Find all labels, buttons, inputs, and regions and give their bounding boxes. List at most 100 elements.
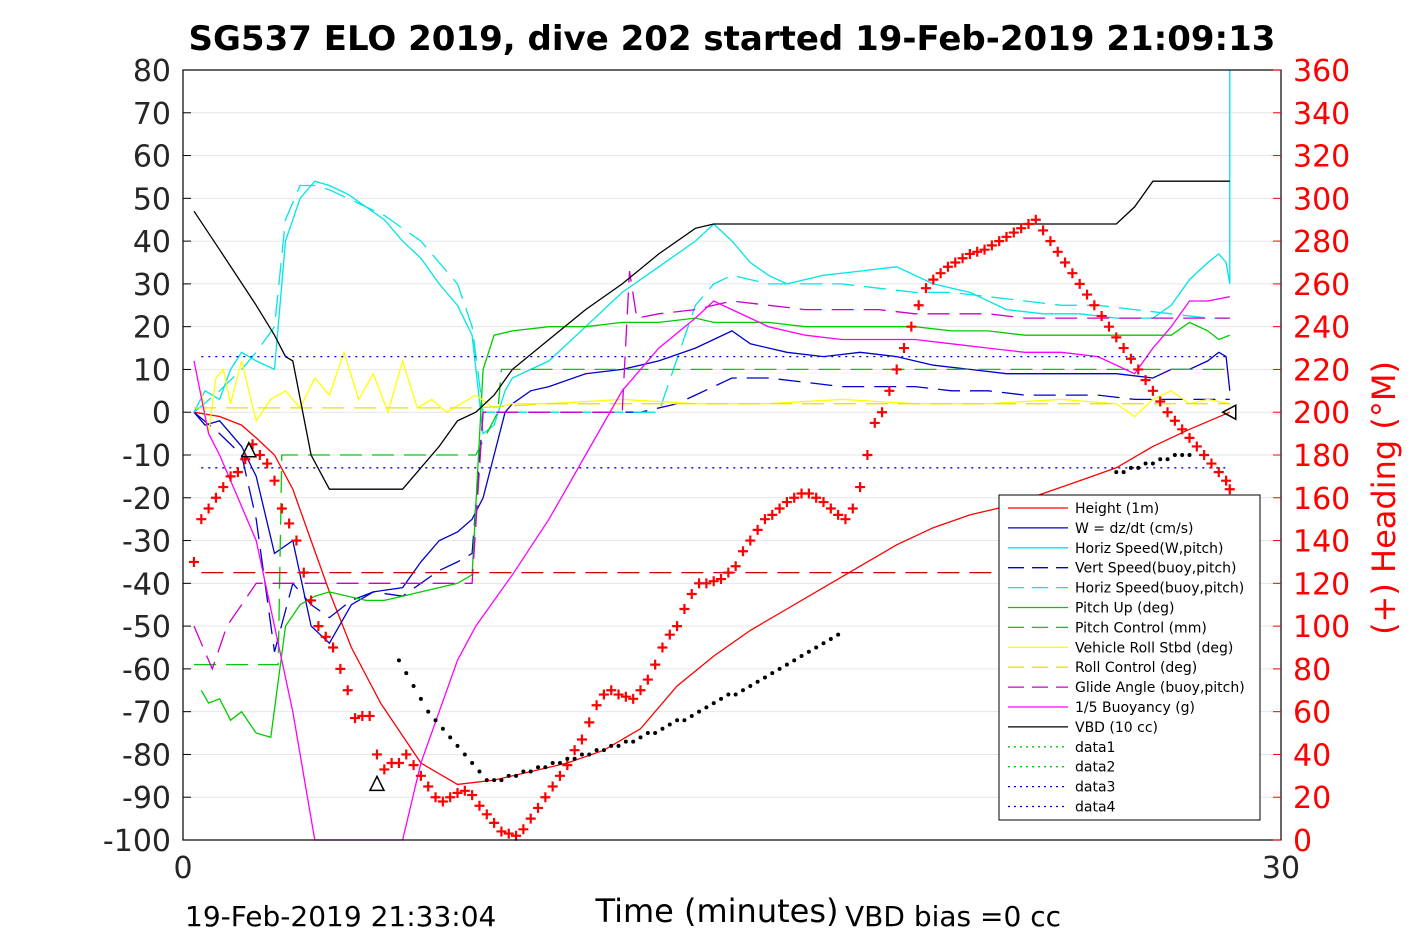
heading-point (306, 595, 317, 606)
heading-point (1199, 450, 1210, 460)
vbd-dot (645, 731, 650, 736)
y-tick-label: 60 (133, 140, 171, 175)
vbd-dot (631, 739, 636, 744)
series-lines (193, 70, 1231, 841)
heading-point (899, 343, 910, 354)
vbd-dot (792, 658, 797, 663)
vbd-dot (704, 705, 709, 710)
legend-label: W = dz/dt (cm/s) (1075, 521, 1194, 537)
vbd-dot (1165, 457, 1170, 462)
footer-vbd-bias: VBD bias =0 cc (845, 900, 1061, 933)
vbd-dot (806, 649, 811, 654)
y-right-tick-label: 200 (1293, 396, 1350, 431)
heading-point (496, 826, 507, 837)
heading-point (964, 248, 975, 259)
x-tick-label: 30 (1262, 851, 1300, 886)
heading-point (232, 467, 243, 478)
vbd-dot (784, 662, 789, 667)
heading-point (1089, 300, 1100, 311)
heading-point (847, 503, 858, 514)
y-right-tick-label: 0 (1293, 824, 1312, 859)
ticks: 80706050403020100-10-20-30-40-50-60-70-8… (103, 54, 1350, 886)
vbd-dot (594, 748, 599, 753)
heading-point (562, 760, 573, 771)
heading-point (452, 787, 463, 798)
vbd-dot (821, 641, 826, 646)
heading-point (716, 574, 727, 585)
heading-point (525, 813, 536, 824)
heading-point (745, 535, 756, 546)
y-tick-label: -10 (122, 439, 171, 474)
legend-label: data1 (1075, 740, 1115, 756)
heading-point (825, 503, 836, 514)
heading-point (811, 492, 822, 503)
legend-label: Horiz Speed(W,pitch) (1075, 541, 1223, 557)
heading-point (972, 246, 983, 257)
vbd-dot (623, 739, 628, 744)
heading-point (1191, 441, 1202, 452)
heading-point (679, 604, 690, 614)
heading-point (701, 578, 712, 589)
vbd-dot (433, 718, 438, 723)
y-tick-label: 40 (133, 225, 171, 260)
heading-point (906, 321, 917, 332)
heading-point (884, 385, 895, 396)
heading-point (401, 749, 412, 760)
y-tick-label: 80 (133, 54, 171, 89)
y-tick-label: -80 (122, 738, 171, 773)
y-tick-label: 20 (133, 311, 171, 346)
heading-point (635, 685, 646, 696)
heading-point (767, 509, 778, 520)
heading-point (218, 482, 229, 493)
vbd-dot (740, 688, 745, 693)
heading-point (423, 781, 434, 792)
vbd-dot (777, 666, 782, 671)
heading-point (430, 792, 441, 803)
y-tick-label: 50 (133, 182, 171, 217)
heading-point (408, 760, 419, 771)
heading-point (1206, 458, 1217, 469)
heading-point (650, 659, 661, 670)
x-tick-label: 0 (173, 851, 192, 886)
heading-point (1074, 278, 1085, 289)
heading-point (467, 790, 478, 801)
y-right-tick-label: 160 (1293, 482, 1350, 517)
vbd-dot (1180, 453, 1185, 457)
heading-point (620, 691, 631, 702)
vbd-dot (1121, 470, 1126, 475)
vbd-dot (477, 769, 482, 774)
vbd-dot (726, 692, 731, 697)
heading-point (1052, 246, 1063, 257)
heading-point (1184, 432, 1195, 443)
heading-point (891, 364, 902, 375)
heading-point (481, 809, 492, 820)
heading-point (1030, 214, 1041, 225)
heading-point (1067, 268, 1078, 279)
heading-point (533, 802, 544, 813)
heading-point (1111, 332, 1122, 343)
heading-point (188, 556, 199, 567)
vbd-dot (550, 761, 555, 765)
y-tick-label: -20 (122, 482, 171, 517)
vbd-dot (755, 679, 760, 684)
heading-point (774, 503, 785, 514)
legend-label: VBD (10 cc) (1075, 720, 1158, 736)
heading-point (459, 785, 470, 796)
vbd-dot (426, 709, 431, 714)
heading-point (1155, 396, 1166, 407)
y-axis-right-label: (+) Heading (°M) (1365, 361, 1403, 635)
heading-point (584, 717, 595, 728)
series-line-12 (193, 180, 1230, 490)
vbd-dot (462, 752, 467, 757)
legend-label: Height (1m) (1075, 501, 1159, 517)
vbd-dot (557, 761, 562, 765)
heading-point (569, 745, 580, 756)
vbd-dot (528, 769, 533, 774)
heading-point (511, 830, 522, 841)
heading-point (276, 503, 287, 514)
heading-point (789, 492, 800, 503)
triangle-marker (240, 441, 258, 458)
chart-title: SG537 ELO 2019, dive 202 started 19-Feb-… (189, 19, 1276, 59)
vbd-dot (1143, 461, 1148, 466)
